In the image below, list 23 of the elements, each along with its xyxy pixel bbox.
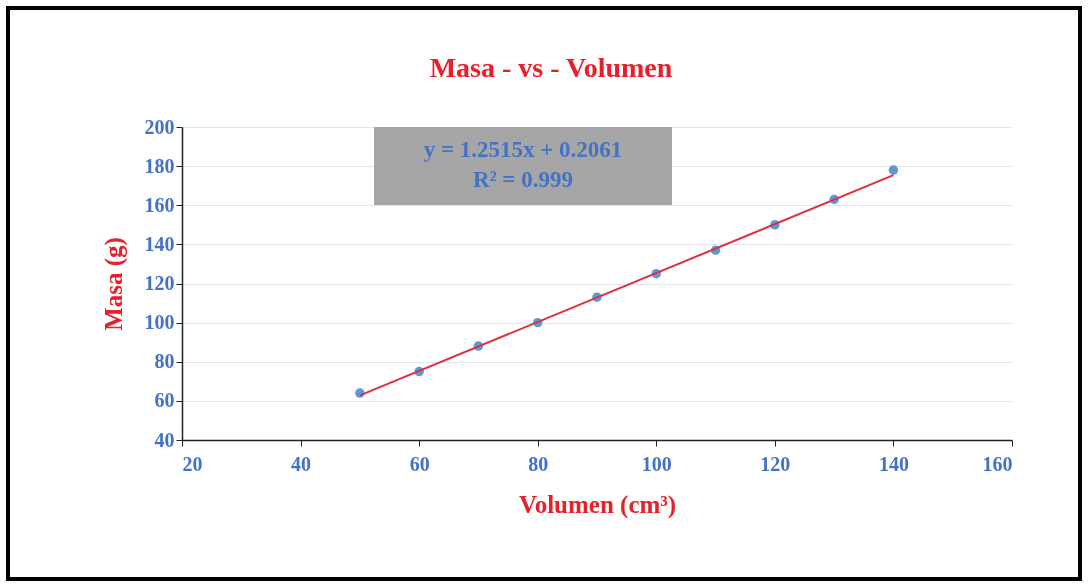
y-tick-label: 200 [144,115,175,138]
y-tick-label: 80 [154,350,175,373]
y-tick-label: 60 [154,389,175,412]
x-tick-label: 20 [182,452,203,475]
x-tick-label: 80 [528,452,549,475]
annotation: R² = 0.999 [472,166,574,194]
y-tick-label: 180 [144,154,175,177]
y-tick-label: 140 [144,232,175,255]
y-tick-label: 40 [154,428,175,451]
x-tick-label: 100 [641,452,672,475]
x-tick-label: 40 [291,452,312,475]
x-tick-label: 160 [982,452,1013,475]
chart-title: Masa - vs - Volumen [429,52,673,83]
y-tick-label: 120 [144,272,175,294]
x-tick-label: 60 [409,452,430,475]
annotation: y = 1.2515x + 0.2061 [422,136,624,164]
x-axis-title: Volumen (cm³) [518,490,677,519]
y-tick-label: 160 [144,193,175,216]
y-axis-title: Masa (g) [99,237,128,331]
equation-box: y = 1.2515x + 0.2061 R² = 0.999 [374,127,672,205]
y-tick-label: 100 [144,311,175,334]
x-tick-label: 140 [878,452,909,475]
x-tick-label: 120 [760,452,791,475]
